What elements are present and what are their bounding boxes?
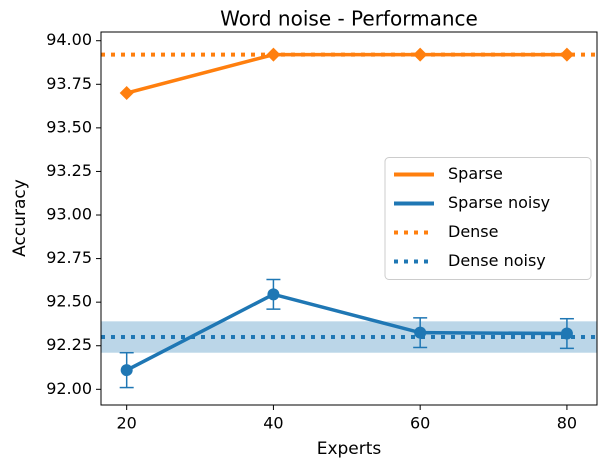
x-tick-label: 60 xyxy=(410,414,430,433)
x-axis-label: Experts xyxy=(317,439,382,459)
series-line xyxy=(125,292,567,372)
x-tick-label: 40 xyxy=(263,414,283,433)
y-tick-label: 93.75 xyxy=(46,74,92,93)
legend-label: Sparse xyxy=(448,164,503,183)
legend-label: Dense xyxy=(448,222,498,241)
legend-box xyxy=(384,157,592,280)
y-tick-label: 92.25 xyxy=(46,335,92,354)
y-tick-label: 92.75 xyxy=(46,248,92,267)
point xyxy=(120,364,133,377)
legend-label: Dense noisy xyxy=(448,251,546,270)
y-tick-label: 93.00 xyxy=(46,205,92,224)
series-line xyxy=(126,52,567,95)
y-tick-label: 93.50 xyxy=(46,117,92,136)
y-tick-label: 92.00 xyxy=(46,379,92,398)
y-axis-label: Accuracy xyxy=(10,179,30,257)
point xyxy=(559,47,574,62)
y-tick-label: 92.50 xyxy=(46,292,92,311)
x-tick-label: 20 xyxy=(117,414,137,433)
plot-frame xyxy=(100,31,598,406)
x-tick-label: 80 xyxy=(557,414,577,433)
legend-label: Sparse noisy xyxy=(448,193,550,212)
y-tick-label: 94.00 xyxy=(46,30,92,49)
point xyxy=(119,86,134,101)
chart-title: Word noise - Performance xyxy=(220,7,478,31)
point xyxy=(413,47,428,62)
point xyxy=(267,288,280,301)
y-tick-label: 93.25 xyxy=(46,161,92,180)
